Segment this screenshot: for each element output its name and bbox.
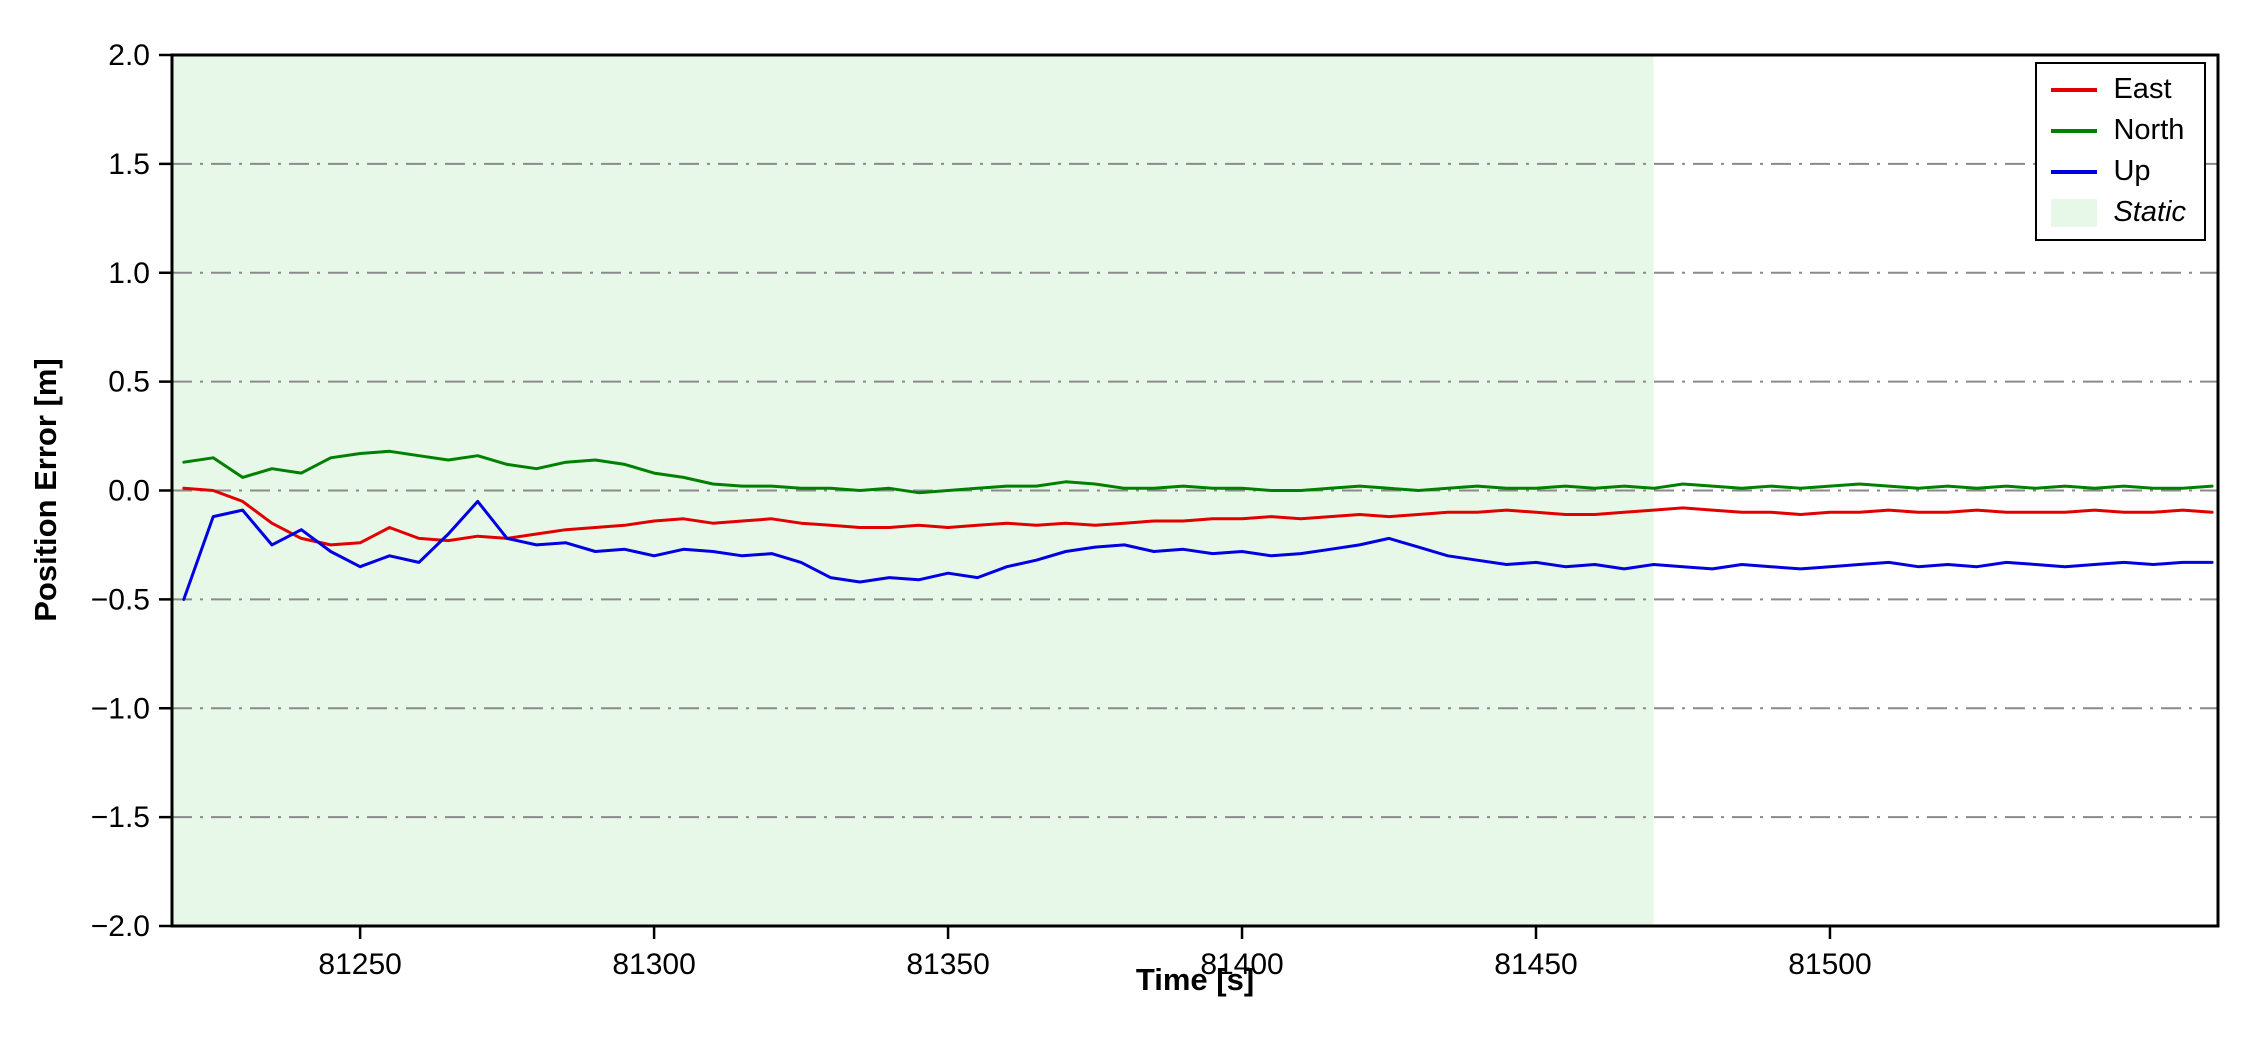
legend-item-static: Static xyxy=(2051,195,2186,229)
y-tick-label: 0.5 xyxy=(108,366,150,399)
y-tick-label: 1.0 xyxy=(108,257,150,290)
y-tick-label: 1.5 xyxy=(108,148,150,181)
east-line-swatch xyxy=(2051,87,2098,92)
y-tick-label: −2.0 xyxy=(91,910,150,943)
legend-label-static: Static xyxy=(2113,195,2186,228)
series-east xyxy=(182,486,2214,547)
y-tick-label: −0.5 xyxy=(91,583,150,616)
static-region-swatch xyxy=(2051,198,2098,227)
y-tick-label: −1.0 xyxy=(91,692,150,725)
up-line-swatch xyxy=(2051,169,2098,174)
y-tick-label: 0.0 xyxy=(108,475,150,508)
series-up xyxy=(182,499,2214,601)
legend-item-north: North xyxy=(2051,113,2186,147)
x-tick-label: 81300 xyxy=(612,948,695,981)
y-axis-label: Position Error [m] xyxy=(28,358,63,622)
x-tick-label: 81250 xyxy=(318,948,401,981)
y-tick-label: −1.5 xyxy=(91,801,150,834)
x-tick-label: 81350 xyxy=(906,948,989,981)
series-north xyxy=(182,449,2214,495)
legend-item-up: Up xyxy=(2051,154,2186,188)
y-tick-label: 2.0 xyxy=(108,39,150,72)
north-line-swatch xyxy=(2051,128,2098,133)
x-tick-label: 81450 xyxy=(1494,948,1577,981)
x-tick-label: 81500 xyxy=(1788,948,1871,981)
x-axis-label: Time [s] xyxy=(1135,962,1255,997)
legend-item-east: East xyxy=(2051,73,2186,106)
legend-label-north: North xyxy=(2113,113,2185,146)
legend-label-east: East xyxy=(2113,73,2172,105)
legend: East North Up Static xyxy=(2035,62,2206,241)
x-tick-label: 81400 xyxy=(1200,948,1283,981)
legend-label-up: Up xyxy=(2113,154,2151,187)
